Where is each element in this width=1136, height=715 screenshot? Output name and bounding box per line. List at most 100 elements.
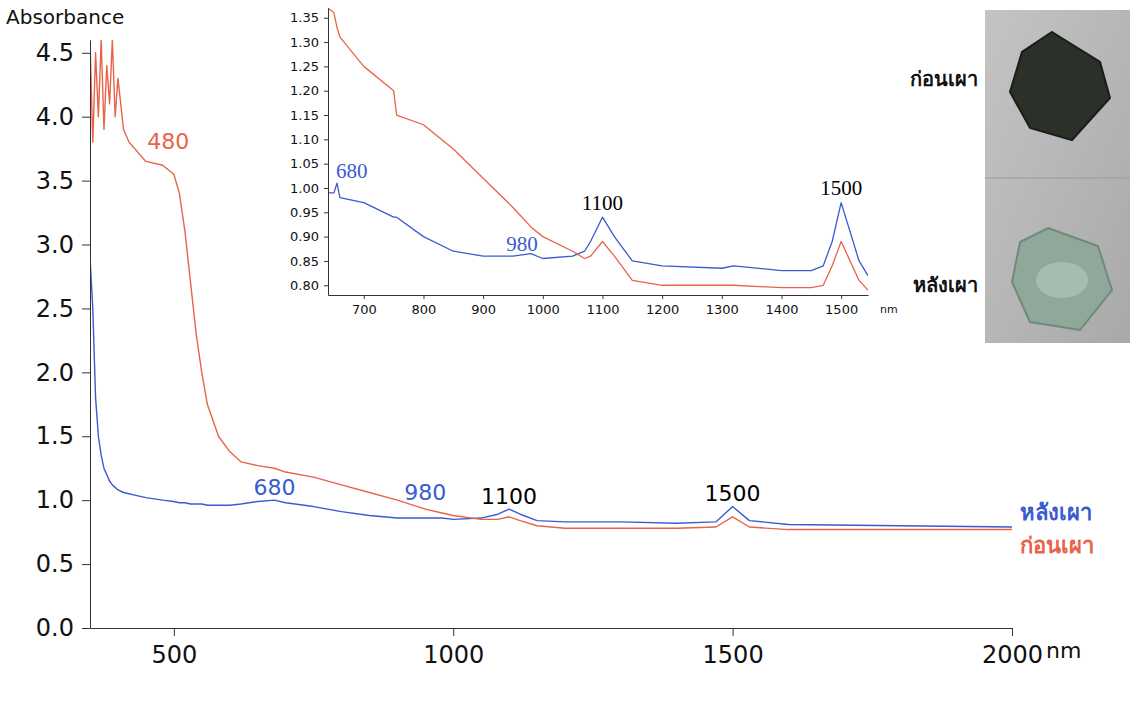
series-line: [328, 183, 868, 275]
x-axis-title: nm: [880, 303, 898, 316]
tick: 4.5: [36, 39, 90, 67]
tick-mark: [82, 436, 90, 437]
tick-label: 4.5: [36, 39, 74, 67]
tick-label: 2.5: [36, 295, 74, 323]
tick-label: 0.85: [290, 254, 319, 269]
tick: 0.85: [290, 254, 328, 269]
x-axis: 700 800 900 1000 1100 1200 1300 1400 1500: [329, 295, 869, 317]
tick-label: 1000: [527, 302, 560, 317]
photo-stone-highlight: [1036, 262, 1088, 298]
tick-label: 0.90: [290, 229, 319, 244]
tick: 1.20: [290, 83, 328, 98]
tick-label: 0.95: [290, 205, 319, 220]
tick: 1.5: [36, 422, 90, 450]
tick-mark: [324, 115, 328, 116]
tick-mark: [82, 628, 90, 629]
x-axis-line: [91, 628, 1013, 629]
tick-label: 1.05: [290, 156, 319, 171]
tick-mark: [722, 295, 723, 299]
annotation: 480: [147, 129, 189, 154]
legend-entry: หลังเผา: [1020, 500, 1092, 525]
tick-label: 1500: [825, 302, 858, 317]
tick-label: 3.0: [36, 231, 74, 259]
tick-mark: [662, 295, 663, 299]
tick-label: 900: [471, 302, 496, 317]
plot-area: [328, 8, 868, 290]
tick: 2.5: [36, 295, 90, 323]
tick-mark: [82, 53, 90, 54]
tick-mark: [324, 285, 328, 286]
tick-label: 1.00: [290, 181, 319, 196]
tick: 1000: [423, 628, 484, 669]
tick: 700: [352, 295, 377, 317]
tick-label: 4.0: [36, 103, 74, 131]
tick: 0.90: [290, 229, 328, 244]
tick: 1000: [527, 295, 560, 317]
tick-label: 0.0: [36, 614, 74, 642]
tick-mark: [324, 212, 328, 213]
tick-mark: [82, 245, 90, 246]
tick: 1200: [646, 295, 679, 317]
tick-label: 1.20: [290, 83, 319, 98]
tick-mark: [174, 628, 175, 636]
tick-mark: [324, 42, 328, 43]
tick: 1100: [586, 295, 619, 317]
annotation: 1100: [481, 484, 537, 509]
tick-mark: [324, 66, 328, 67]
x-axis: 500 1000 1500 2000: [91, 628, 1044, 669]
tick-mark: [324, 261, 328, 262]
y-axis-line: [328, 9, 329, 296]
tick-mark: [602, 295, 603, 299]
tick: 0.0: [36, 614, 90, 642]
inset-chart: 700 800 900 1000 1100 1200 1300 1400 1500 0.80 0.8…: [252, 0, 902, 322]
tick: 4.0: [36, 103, 90, 131]
tick-mark: [82, 372, 90, 373]
tick: 1.30: [290, 35, 328, 50]
photo-stone-before: [1010, 32, 1110, 140]
tick-label: 0.5: [36, 550, 74, 578]
tick-label: 2.0: [36, 359, 74, 387]
annotation: 680: [253, 475, 295, 500]
tick-label: 1300: [706, 302, 739, 317]
tick-label: 1500: [703, 641, 764, 669]
tick-label: 0.80: [290, 278, 319, 293]
tick: 1.35: [290, 10, 328, 25]
tick: 1.15: [290, 108, 328, 123]
tick-mark: [841, 295, 842, 299]
tick-label: 800: [412, 302, 437, 317]
y-axis: 0.00.51.01.52.02.53.03.54.04.5: [36, 39, 91, 642]
tick-label: 1.15: [290, 108, 319, 123]
tick-mark: [324, 164, 328, 165]
tick-mark: [543, 295, 544, 299]
tick: 3.5: [36, 167, 90, 195]
annotation: 980: [404, 480, 446, 505]
tick: 1300: [706, 295, 739, 317]
tick-mark: [82, 308, 90, 309]
tick-mark: [423, 295, 424, 299]
legend: หลังเผาก่อนเผา: [1020, 500, 1094, 558]
chart-canvas: 5001000150020000.00.51.01.52.02.53.03.54…: [0, 0, 1136, 715]
tick-label: 500: [151, 641, 197, 669]
tick: 900: [471, 295, 496, 317]
inset-background: [252, 0, 902, 322]
tick: 800: [412, 295, 437, 317]
tick-label: 3.5: [36, 167, 74, 195]
tick-mark: [324, 188, 328, 189]
tick-mark: [82, 500, 90, 501]
tick: 2000: [982, 628, 1043, 669]
tick: 1.10: [290, 132, 328, 147]
tick-mark: [82, 181, 90, 182]
tick-label: 1400: [765, 302, 798, 317]
tick-label: 700: [352, 302, 377, 317]
tick: 1500: [825, 295, 858, 317]
tick-label: 1.5: [36, 422, 74, 450]
y-axis-title: Absorbance: [6, 5, 124, 29]
tick-mark: [324, 18, 328, 19]
tick-mark: [324, 91, 328, 92]
tick: 1.00: [290, 181, 328, 196]
tick-label: 1100: [586, 302, 619, 317]
photo-divider: [985, 178, 1130, 179]
photo-panel: ก่อนเผาหลังเผา: [910, 10, 1130, 343]
tick: 2.0: [36, 359, 90, 387]
tick-label: 1200: [646, 302, 679, 317]
